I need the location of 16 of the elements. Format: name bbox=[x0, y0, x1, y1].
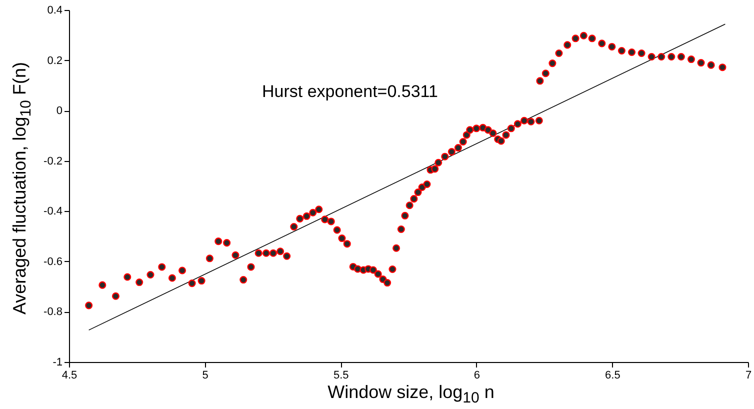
x-tick-label: 5.5 bbox=[333, 370, 349, 382]
annotation: Hurst exponent=0.5311 bbox=[262, 82, 438, 102]
y-tick-label: 0.2 bbox=[47, 54, 62, 67]
x-tick-label: 4.5 bbox=[62, 370, 78, 382]
y-tick-label: -0.6 bbox=[44, 256, 62, 268]
x-tick-label: 6 bbox=[474, 370, 480, 382]
y-tick-label: 0 bbox=[56, 105, 62, 118]
x-axis-title: Window size, log$_{10}$ n bbox=[326, 382, 496, 407]
x-tick-label: 7 bbox=[745, 370, 752, 382]
y-tick-label: 0.4 bbox=[47, 4, 62, 16]
y-tick-label: -1 bbox=[52, 356, 62, 368]
y-tick-label: -0.8 bbox=[44, 306, 62, 318]
x-tick-label: 5 bbox=[202, 370, 208, 382]
x-tick-label: 6.5 bbox=[605, 370, 620, 382]
y-tick-label: -0.4 bbox=[44, 206, 62, 218]
y-tick-label: -0.2 bbox=[44, 155, 62, 168]
